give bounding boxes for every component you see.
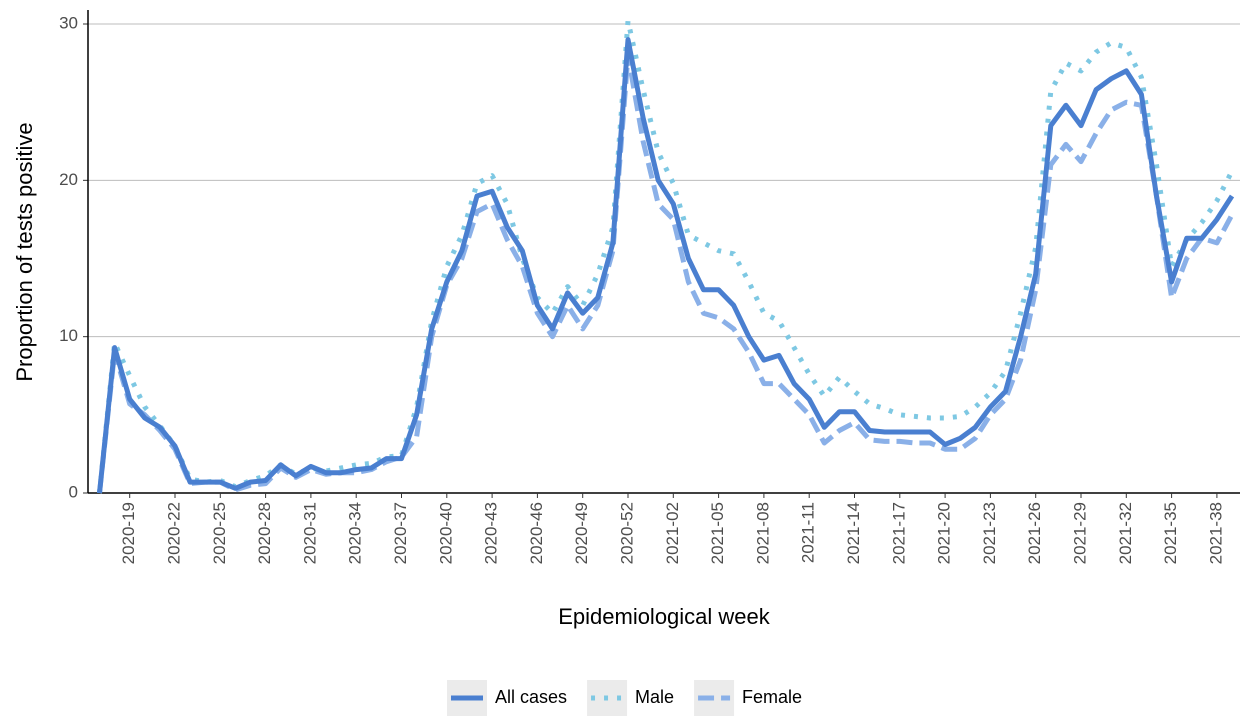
series-line <box>97 18 1235 494</box>
series-line <box>97 52 1235 494</box>
x-tick-label: 2021-08 <box>753 502 772 564</box>
x-tick-label: 2020-31 <box>300 502 319 564</box>
legend-label: Female <box>742 687 802 707</box>
x-tick-label: 2020-52 <box>617 502 636 564</box>
y-tick-label: 0 <box>69 482 78 501</box>
x-tick-label: 2021-11 <box>799 502 818 563</box>
x-tick-label: 2020-19 <box>119 502 138 564</box>
y-tick-label: 20 <box>59 170 78 189</box>
x-tick-label: 2020-46 <box>527 502 546 564</box>
y-axis-title: Proportion of tests positive <box>12 122 37 381</box>
y-tick-label: 10 <box>59 326 78 345</box>
series-line <box>97 37 1235 494</box>
x-tick-label: 2021-35 <box>1161 502 1180 564</box>
x-tick-label: 2021-02 <box>663 502 682 564</box>
x-tick-label: 2020-28 <box>255 502 274 564</box>
y-tick-label: 30 <box>59 13 78 32</box>
x-axis-title: Epidemiological week <box>558 604 771 629</box>
x-tick-label: 2021-05 <box>708 502 727 564</box>
x-tick-label: 2021-14 <box>844 502 863 564</box>
legend-label: All cases <box>495 687 567 707</box>
x-tick-label: 2020-22 <box>164 502 183 564</box>
x-tick-label: 2020-25 <box>210 502 229 564</box>
x-tick-label: 2020-34 <box>346 502 365 564</box>
x-tick-label: 2021-32 <box>1116 502 1135 564</box>
x-tick-label: 2020-37 <box>391 502 410 564</box>
legend-label: Male <box>635 687 674 707</box>
x-tick-label: 2021-26 <box>1025 502 1044 564</box>
x-tick-label: 2020-43 <box>482 502 501 564</box>
x-tick-label: 2021-29 <box>1070 502 1089 564</box>
x-tick-label: 2021-20 <box>935 502 954 564</box>
x-tick-label: 2021-38 <box>1206 502 1225 564</box>
x-tick-label: 2020-40 <box>436 502 455 564</box>
x-tick-label: 2021-17 <box>889 502 908 564</box>
x-tick-label: 2021-23 <box>980 502 999 564</box>
x-tick-label: 2020-49 <box>572 502 591 564</box>
